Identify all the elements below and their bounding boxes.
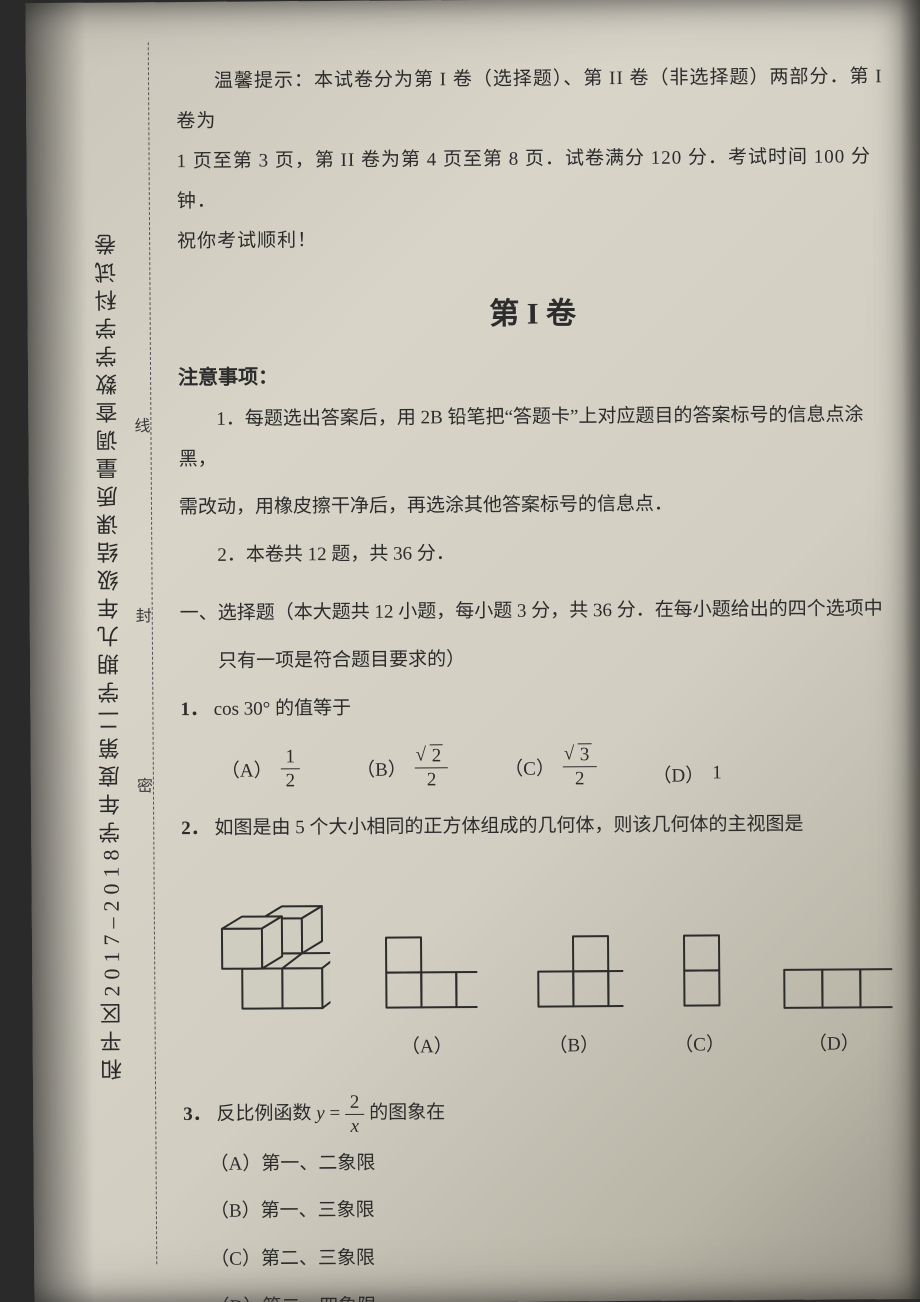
binding-spine: 和平区2017–2018学年度第二学期九年级结课质量调查数学学科试卷	[85, 2, 134, 1302]
part-title: 第 I 卷	[177, 287, 887, 336]
q3-eq: =	[329, 1102, 345, 1123]
q3-opt-d[interactable]: （D）第二、四象限	[210, 1283, 894, 1302]
q1-choices: （A） 1 2 （B） 2 2 （C） 3	[221, 743, 891, 791]
q3-opt-c[interactable]: （C）第二、三象限	[210, 1235, 894, 1280]
intro-line-1: 温馨提示：本试卷分为第 I 卷（选择题）、第 II 卷（非选择题）两部分．第 I…	[176, 57, 887, 142]
q2-opt-d-figure[interactable]	[774, 954, 892, 1015]
fold-dash-line	[148, 42, 158, 1264]
q1-opt-a[interactable]: （A） 1 2	[221, 747, 301, 791]
intro-line-2: 1 页至第 3 页，第 II 卷为第 4 页至第 8 页．试卷满分 120 分．…	[176, 137, 887, 222]
q1-opt-c[interactable]: （C） 3 2	[504, 745, 596, 789]
q2-label-c: （C）	[670, 1029, 729, 1056]
q1-b-label: （B）	[356, 754, 407, 781]
q2-label-b: （B）	[523, 1030, 624, 1058]
q2-opt-a-figure[interactable]	[376, 927, 478, 1018]
q2-opt-c-figure[interactable]	[669, 925, 728, 1015]
q1-opt-b[interactable]: （B） 2 2	[356, 746, 448, 790]
q1-c-value: 3 2	[563, 745, 597, 788]
q2-text: 如图是由 5 个大小相同的正方体组成的几何体，则该几何体的主视图是	[214, 813, 803, 838]
q1-text: cos 30° 的值等于	[214, 698, 352, 720]
notice-heading: 注意事项：	[178, 357, 888, 391]
fold-label-mid: 封	[136, 602, 152, 626]
notice-1b: 需改动，用橡皮擦干净后，再选涂其他答案标号的信息点．	[179, 483, 889, 528]
q3-fraction: 2 x	[345, 1092, 365, 1135]
q1-c-label: （C）	[504, 753, 555, 780]
q2-stem: 2． 如图是由 5 个大小相同的正方体组成的几何体，则该几何体的主视图是	[181, 804, 891, 849]
section-1-heading: 一、选择题（本大题共 12 小题，每小题 3 分，共 36 分．在每小题给出的四…	[180, 589, 890, 634]
q3-stem: 3． 反比例函数 y = 2 x 的图象在	[183, 1089, 893, 1137]
q2-number: 2．	[181, 818, 210, 839]
q2-figures	[212, 884, 893, 1019]
q2-label-a: （A）	[376, 1031, 477, 1059]
q3-opt-a[interactable]: （A）第一、二象限	[209, 1140, 893, 1185]
q2-figure-labels: （A） （B） （C） （D）	[213, 1028, 893, 1060]
notice-2: 2．本卷共 12 题，共 36 分．	[179, 531, 889, 576]
content-area: 温馨提示：本试卷分为第 I 卷（选择题）、第 II 卷（非选择题）两部分．第 I…	[176, 57, 895, 1302]
q1-a-value: 1 2	[280, 747, 300, 790]
fold-label-top: 线	[134, 412, 150, 436]
q2-opt-b-figure[interactable]	[522, 926, 624, 1017]
fold-label-bottom: 密	[137, 772, 153, 796]
q3-number: 3．	[183, 1103, 212, 1124]
q1-opt-d[interactable]: （D） 1	[652, 760, 721, 787]
exam-paper: 和平区2017–2018学年度第二学期九年级结课质量调查数学学科试卷 线 封 密…	[25, 0, 920, 1302]
q3-y: y	[316, 1103, 325, 1124]
spine-title: 和平区2017–2018学年度第二学期九年级结课质量调查数学学科试卷	[91, 227, 129, 1080]
q1-d-value: 1	[712, 763, 722, 785]
intro-line-3: 祝你考试顺利！	[177, 217, 887, 262]
q2-solid-figure	[212, 888, 331, 1019]
section-1-sub: 只有一项是符合题目要求的）	[180, 637, 890, 682]
notice-1a: 1．每题选出答案后，用 2B 铅笔把“答题卡”上对应题目的答案标号的信息点涂黑，	[178, 396, 889, 481]
q1-b-value: 2 2	[415, 746, 449, 789]
page-right-edge	[899, 0, 920, 1299]
stage: 和平区2017–2018学年度第二学期九年级结课质量调查数学学科试卷 线 封 密…	[0, 0, 920, 1302]
q1-a-label: （A）	[221, 755, 273, 782]
q3-opt-b[interactable]: （B）第一、三象限	[210, 1188, 894, 1233]
q1-stem: 1． cos 30° 的值等于	[180, 685, 890, 730]
q1-d-label: （D）	[652, 760, 704, 787]
q3-text-b: 的图象在	[369, 1102, 445, 1124]
q2-label-d: （D）	[775, 1028, 893, 1056]
q3-text-a: 反比例函数	[216, 1103, 316, 1125]
q1-number: 1．	[180, 699, 209, 720]
